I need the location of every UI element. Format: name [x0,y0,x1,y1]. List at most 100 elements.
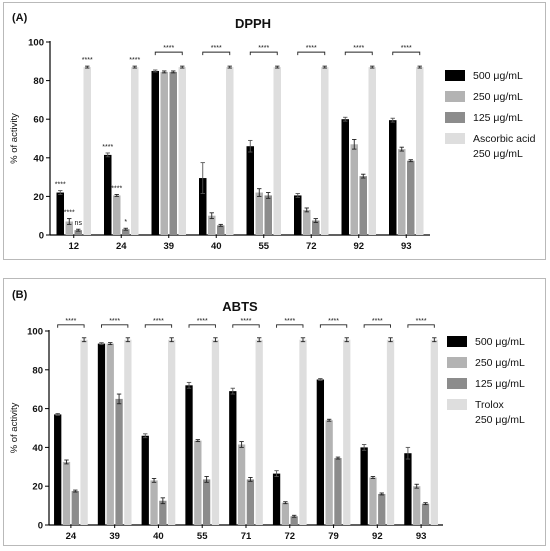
bar-4-39 [124,339,132,525]
significance-bracket [202,51,231,56]
significance-bracket [319,324,348,328]
bracket-label: **** [258,45,269,52]
legend-125-label: 125 μg/mL [473,112,523,124]
bracket-label: **** [284,318,295,325]
bar-4-92 [386,339,395,525]
bar-3-92 [359,176,367,235]
bar-1-79 [316,379,325,525]
bar-1-92 [360,447,368,525]
y-tick-label: 40 [33,153,44,164]
bar-4-39 [178,67,186,235]
bar-2-39 [106,343,114,525]
bar-2-72 [303,209,311,235]
legend-reference-swatch [447,399,467,410]
legend-500-label: 500 μg/mL [475,336,525,348]
legend-reference-label-line2: 250 μg/mL [475,414,525,426]
dpph-chart: (A) DPPH % of activity 0 20 40 60 80 100 12 24 39 40… [9,12,536,252]
significance-bracket [154,51,183,56]
legend-125-label: 125 μg/mL [475,378,525,390]
bar-4-79 [343,339,351,525]
panel-dpph: (A) DPPH % of activity 0 20 40 60 80 100 12 24 39 40… [3,2,546,260]
significance-bracket [101,324,129,328]
bracket-label: **** [163,45,174,52]
bar-1-24 [54,414,62,525]
bracket-label: **** [211,45,222,52]
bracket-label: **** [372,318,383,325]
x-tick-label: 93 [401,241,412,252]
x-tick-label: 71 [241,531,252,542]
x-tick-label: 24 [116,241,127,252]
significance-label: **** [64,210,75,217]
legend-250-swatch [447,357,467,368]
bar-3-92 [378,493,386,525]
bar-2-92 [350,144,358,235]
bar-3-72 [290,516,298,525]
bracket-label: **** [306,45,317,52]
y-axis-label: % of activity [9,113,20,164]
bar-4-71 [255,339,263,525]
bar-4-55 [211,339,220,525]
bar-4-72 [321,67,329,235]
y-tick-label: 60 [32,404,43,415]
y-tick-label: 20 [33,192,44,203]
x-tick-label: 72 [284,531,295,542]
x-tick-label: 40 [211,241,222,252]
legend-250-label: 250 μg/mL [475,357,525,369]
bar-4-93 [416,67,424,235]
bar-2-40 [208,215,216,235]
y-tick-label: 20 [32,482,43,493]
bar-4-92 [368,67,376,235]
x-tick-label: 79 [328,531,339,542]
x-tick-label: 72 [306,241,317,252]
bar-3-72 [312,220,320,235]
bar-2-39 [160,71,168,235]
bar-4-55 [273,67,281,235]
bar-4-40 [167,339,176,525]
legend-125-swatch [447,378,467,389]
y-tick-label: 100 [28,38,44,49]
bar-1-72 [272,473,281,525]
y-tick-label: 40 [32,443,43,454]
bar-1-12 [56,192,64,235]
legend-125-swatch [445,112,465,123]
legend-500-swatch [447,336,467,347]
significance-bracket [407,324,435,328]
bar-1-93 [389,120,397,235]
bar-1-93 [404,453,412,525]
bar-1-39 [97,343,106,525]
bracket-label: **** [153,318,164,325]
bracket-label: **** [197,318,208,325]
significance-bracket [232,324,260,328]
bar-3-79 [334,458,342,525]
bar-2-71 [237,444,246,525]
bar-1-40 [199,178,207,235]
significance-label: **** [111,185,122,192]
bar-1-24 [104,154,112,235]
significance-bracket [276,324,304,328]
bar-2-40 [150,480,158,525]
y-tick-label: 0 [38,521,43,532]
significance-label: * [124,219,127,226]
x-tick-label: 55 [258,241,269,252]
bar-1-92 [341,119,349,235]
significance-bracket [144,324,173,328]
bar-3-93 [407,160,415,235]
legend-250-label: 250 μg/mL [473,91,523,103]
bar-2-24 [62,461,71,525]
panel-label: (B) [12,289,28,301]
bar-1-39 [151,70,159,235]
legend-500-swatch [445,70,465,81]
bar-2-93 [398,149,406,235]
significance-bracket [249,51,278,56]
abts-chart: (B) ABTS % of activity 0 20 40 60 80 100 24 39 40 55… [9,289,525,542]
significance-label: **** [82,57,93,64]
bar-4-12 [83,67,91,235]
x-tick-label: 39 [109,531,120,542]
significance-label: **** [129,57,140,64]
bar-4-24 [131,67,139,235]
bar-1-40 [141,435,149,525]
bar-2-12 [65,221,73,235]
x-tick-label: 93 [416,531,427,542]
bar-3-39 [169,71,177,235]
bar-3-71 [246,479,255,525]
